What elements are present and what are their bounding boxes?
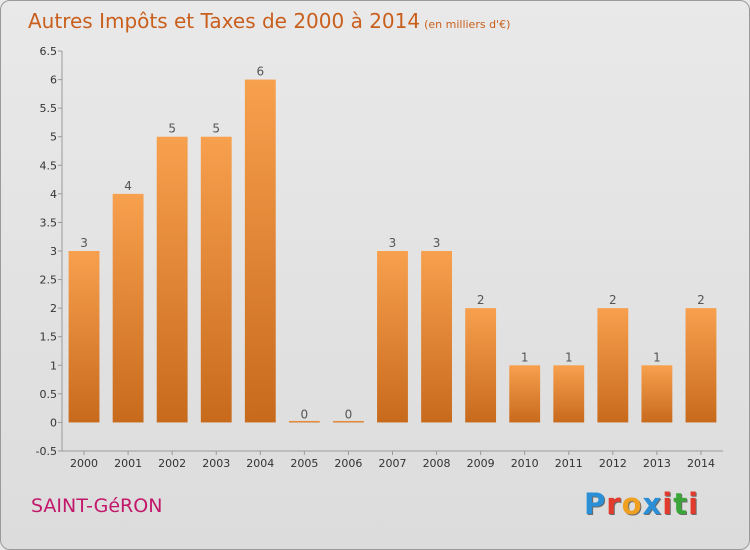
data-labels: 3 4 5 5 6 0 0 3 3 2 1 1 2 1 2 — [80, 65, 705, 422]
x-tick-label: 2002 — [158, 457, 186, 470]
y-tick-label: 5.5 — [40, 102, 58, 115]
x-tick-label: 2003 — [202, 457, 230, 470]
y-tick-label: 0.5 — [40, 388, 58, 401]
x-tick-label: 2000 — [70, 457, 98, 470]
bar-2014 — [685, 308, 717, 423]
data-label: 0 — [301, 407, 309, 421]
data-label: 2 — [477, 293, 485, 307]
data-label: 1 — [565, 350, 573, 364]
y-tick-label: 1.5 — [40, 331, 58, 344]
y-tick-label: 4 — [50, 188, 57, 201]
x-tick-label: 2011 — [555, 457, 583, 470]
bar-2000 — [68, 251, 100, 423]
logo-letter: i — [688, 487, 700, 521]
bar-2004 — [244, 79, 276, 423]
logo-letter: x — [642, 487, 663, 521]
logo-letter: i — [662, 487, 674, 521]
data-label: 3 — [80, 236, 88, 250]
y-tick-label: 3 — [50, 245, 57, 258]
x-tick-label: 2006 — [334, 457, 362, 470]
bar-2003 — [200, 136, 232, 423]
data-label: 1 — [653, 350, 661, 364]
data-label: 1 — [521, 350, 529, 364]
x-tick-label: 2001 — [114, 457, 142, 470]
bar-2001 — [112, 193, 144, 423]
bars — [68, 79, 717, 423]
logo-letter: o — [621, 487, 643, 521]
bar-2011 — [553, 365, 585, 423]
x-tick-label: 2008 — [423, 457, 451, 470]
bar-2013 — [641, 365, 673, 423]
bar-2007 — [377, 251, 408, 423]
bar-2010 — [509, 365, 541, 423]
data-label: 2 — [609, 293, 617, 307]
data-label: 0 — [345, 407, 353, 421]
x-tick-label: 2005 — [290, 457, 318, 470]
bar-2005 — [288, 420, 320, 423]
x-tick-label: 2004 — [246, 457, 274, 470]
logo-letter: r — [606, 487, 622, 521]
title-text: Autres Impôts et Taxes de 2000 à 2014 — [28, 9, 421, 33]
x-tick-label: 2010 — [511, 457, 539, 470]
x-tick-label: 2013 — [643, 457, 671, 470]
y-tick-label: 3.5 — [40, 216, 58, 229]
x-tick-label: 2012 — [599, 457, 627, 470]
y-tick-label: 5 — [50, 131, 57, 144]
bar-2008 — [421, 251, 452, 423]
y-tick-label: 4.5 — [40, 159, 58, 172]
data-label: 4 — [124, 179, 132, 193]
logo-letter: t — [673, 487, 689, 521]
title-unit: (en milliers d'€) — [424, 18, 511, 31]
x-tick-label: 2009 — [467, 457, 495, 470]
commune-name: SAINT-GéRON — [31, 495, 163, 517]
data-label: 3 — [389, 236, 397, 250]
y-tick-label: 2.5 — [40, 274, 58, 287]
y-tick-label: 1 — [50, 359, 57, 372]
x-tick-label: 2007 — [379, 457, 407, 470]
bar-2012 — [597, 308, 629, 423]
y-tick-label: 0 — [50, 416, 57, 429]
data-label: 3 — [433, 236, 441, 250]
data-label: 5 — [168, 122, 176, 136]
data-label: 6 — [256, 65, 264, 79]
proxiti-logo: Proxiti — [584, 487, 699, 521]
y-tick-label: -0.5 — [36, 445, 57, 458]
y-tick-label: 6.5 — [40, 45, 58, 58]
bar-2009 — [465, 308, 497, 423]
y-tick-label: 2 — [50, 302, 57, 315]
bar-2002 — [156, 136, 188, 423]
data-label: 2 — [697, 293, 705, 307]
data-label: 5 — [212, 122, 220, 136]
logo-letter: P — [584, 487, 607, 521]
y-tick-label: 6 — [50, 74, 57, 87]
chart-title: Autres Impôts et Taxes de 2000 à 2014 (en… — [28, 9, 510, 33]
bar-2006 — [333, 420, 364, 423]
x-tick-label: 2014 — [687, 457, 715, 470]
